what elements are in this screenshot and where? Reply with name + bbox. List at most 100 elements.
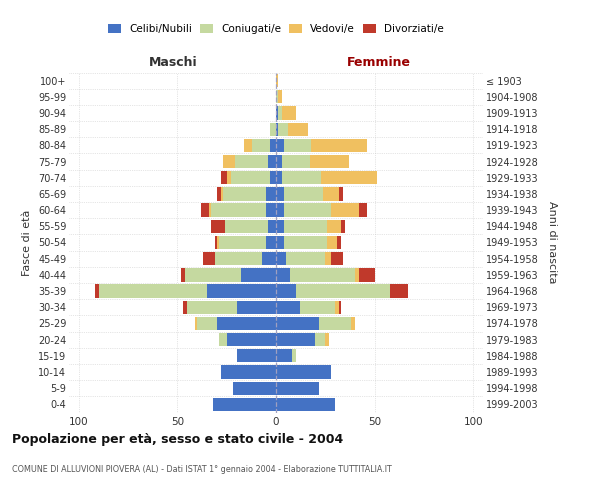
Bar	[211, 204, 266, 217]
Bar	[290, 268, 355, 281]
Bar	[227, 171, 230, 184]
Bar	[282, 155, 310, 168]
Bar	[235, 155, 268, 168]
Bar	[335, 300, 339, 314]
Bar	[266, 204, 276, 217]
Bar	[331, 204, 359, 217]
Bar	[276, 188, 284, 200]
Bar	[276, 398, 335, 411]
Bar	[217, 188, 221, 200]
Bar	[276, 300, 299, 314]
Bar	[278, 122, 288, 136]
Bar	[276, 349, 292, 362]
Bar	[221, 171, 227, 184]
Bar	[284, 220, 327, 233]
Y-axis label: Fasce di età: Fasce di età	[22, 210, 32, 276]
Bar	[187, 300, 236, 314]
Bar	[284, 236, 327, 249]
Bar	[236, 349, 276, 362]
Bar	[268, 220, 276, 233]
Text: Popolazione per età, sesso e stato civile - 2004: Popolazione per età, sesso e stato civil…	[12, 432, 343, 446]
Text: Femmine: Femmine	[347, 56, 410, 70]
Bar	[337, 236, 341, 249]
Text: COMUNE DI ALLUVIONI PIOVERA (AL) - Dati ISTAT 1° gennaio 2004 - Elaborazione TUT: COMUNE DI ALLUVIONI PIOVERA (AL) - Dati …	[12, 465, 392, 474]
Bar	[195, 317, 197, 330]
Bar	[355, 268, 359, 281]
Bar	[288, 122, 308, 136]
Bar	[266, 188, 276, 200]
Bar	[276, 204, 284, 217]
Bar	[181, 268, 185, 281]
Bar	[221, 366, 276, 378]
Bar	[244, 138, 253, 152]
Bar	[310, 155, 349, 168]
Bar	[203, 252, 215, 266]
Bar	[276, 268, 290, 281]
Bar	[276, 220, 284, 233]
Bar	[184, 300, 187, 314]
Bar	[98, 284, 207, 298]
Bar	[276, 236, 284, 249]
Bar	[209, 204, 211, 217]
Bar	[351, 317, 355, 330]
Bar	[276, 155, 282, 168]
Bar	[221, 188, 223, 200]
Bar	[276, 333, 316, 346]
Bar	[270, 138, 276, 152]
Bar	[284, 188, 323, 200]
Bar	[339, 300, 341, 314]
Bar	[227, 333, 276, 346]
Bar	[341, 220, 345, 233]
Bar	[278, 106, 282, 120]
Bar	[282, 106, 296, 120]
Bar	[322, 171, 377, 184]
Bar	[201, 204, 209, 217]
Bar	[219, 333, 227, 346]
Bar	[276, 284, 296, 298]
Bar	[270, 171, 276, 184]
Bar	[284, 204, 331, 217]
Bar	[268, 155, 276, 168]
Y-axis label: Anni di nascita: Anni di nascita	[547, 201, 557, 283]
Bar	[276, 382, 319, 395]
Bar	[276, 317, 319, 330]
Bar	[339, 188, 343, 200]
Text: Maschi: Maschi	[149, 56, 198, 70]
Bar	[223, 155, 235, 168]
Bar	[276, 366, 331, 378]
Bar	[319, 317, 351, 330]
Bar	[266, 236, 276, 249]
Bar	[391, 284, 408, 298]
Bar	[276, 90, 278, 104]
Bar	[211, 220, 225, 233]
Bar	[276, 106, 278, 120]
Bar	[233, 382, 276, 395]
Bar	[241, 268, 276, 281]
Bar	[327, 236, 337, 249]
Bar	[95, 284, 98, 298]
Bar	[325, 252, 331, 266]
Bar	[230, 171, 270, 184]
Bar	[215, 252, 262, 266]
Bar	[262, 252, 276, 266]
Bar	[223, 188, 266, 200]
Bar	[197, 317, 217, 330]
Bar	[359, 204, 367, 217]
Bar	[236, 300, 276, 314]
Bar	[215, 236, 217, 249]
Bar	[185, 268, 241, 281]
Bar	[286, 252, 325, 266]
Bar	[331, 252, 343, 266]
Bar	[327, 220, 341, 233]
Bar	[325, 333, 329, 346]
Bar	[217, 236, 219, 249]
Bar	[299, 300, 335, 314]
Bar	[207, 284, 276, 298]
Bar	[276, 252, 286, 266]
Bar	[276, 171, 282, 184]
Bar	[253, 138, 270, 152]
Bar	[292, 349, 296, 362]
Bar	[296, 284, 391, 298]
Legend: Celibi/Nubili, Coniugati/e, Vedovi/e, Divorziati/e: Celibi/Nubili, Coniugati/e, Vedovi/e, Di…	[104, 20, 448, 38]
Bar	[284, 138, 311, 152]
